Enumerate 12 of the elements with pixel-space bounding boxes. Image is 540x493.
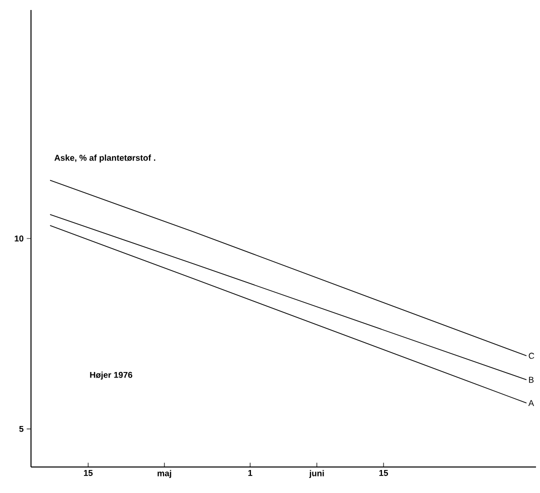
y-tick-label: 5	[19, 426, 24, 432]
series-label: C	[528, 352, 534, 359]
x-tick-label: juni	[309, 470, 324, 478]
y-tick-label: 10	[14, 235, 24, 242]
x-tick-label: maj	[158, 470, 172, 478]
annotation: Højer 1976	[90, 372, 132, 380]
series-label: A	[528, 400, 534, 406]
x-tick-label: 1	[248, 470, 252, 476]
x-tick-label: 15	[379, 470, 388, 476]
x-tick-label: 15	[84, 470, 93, 476]
y-axis-title: Aske, % af plantetørstof .	[54, 154, 156, 162]
series-label: B	[529, 376, 534, 383]
